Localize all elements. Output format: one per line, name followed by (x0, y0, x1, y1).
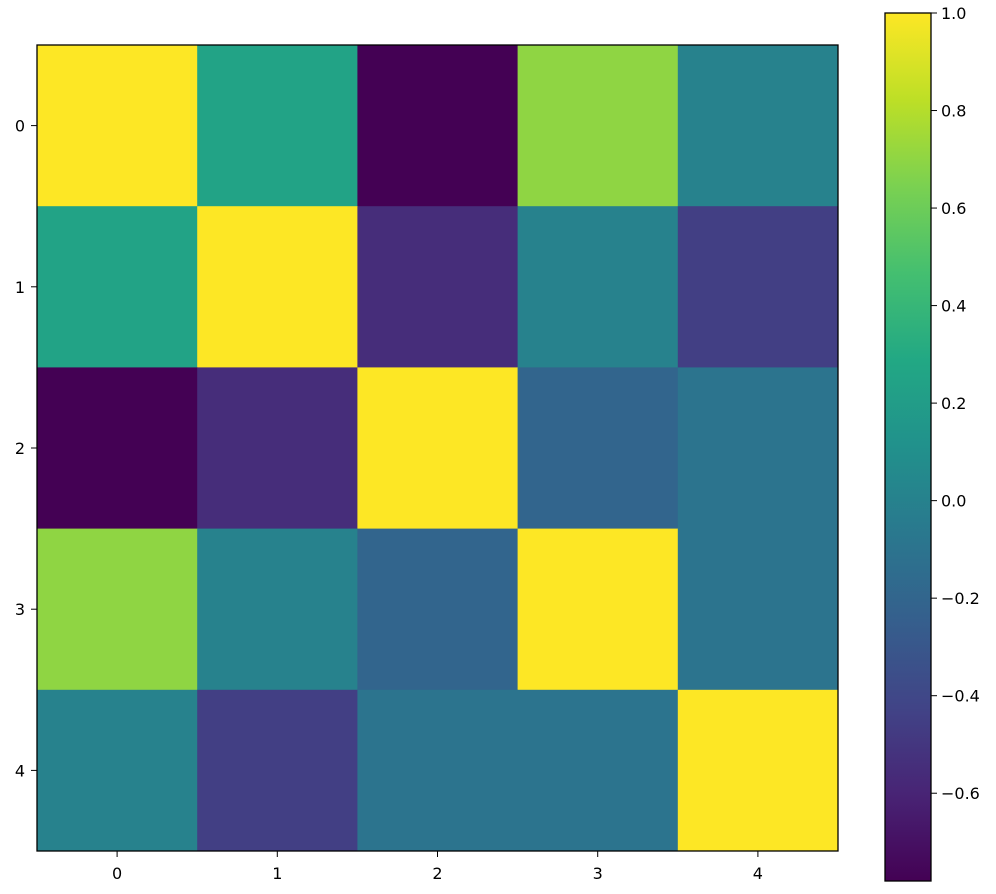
y-tick-label: 1 (15, 278, 25, 297)
heatmap-cell-1-1 (197, 206, 358, 368)
heatmap-cell-3-0 (37, 528, 198, 691)
y-tick-label: 2 (15, 439, 25, 458)
heatmap-cell-0-1 (197, 45, 358, 207)
heatmap-cells (37, 45, 839, 852)
heatmap-cell-1-3 (517, 206, 679, 368)
colorbar-tick-label: 1.0 (941, 4, 966, 23)
colorbar-tick-label: 0.8 (941, 102, 966, 121)
y-tick-label: 3 (15, 600, 25, 619)
heatmap-cell-4-1 (197, 689, 358, 852)
heatmap-cell-2-2 (357, 367, 519, 530)
heatmap-cell-2-4 (677, 367, 839, 530)
y-tick-label: 0 (15, 117, 25, 136)
heatmap-cell-2-3 (517, 367, 679, 530)
heatmap-cell-1-2 (357, 206, 519, 368)
heatmap-cell-4-3 (517, 689, 679, 852)
heatmap-cell-3-1 (197, 528, 358, 691)
colorbar-tick-label: 0.2 (941, 394, 966, 413)
heatmap-cell-3-4 (677, 528, 839, 691)
colorbar-tick-label: −0.6 (941, 784, 980, 803)
colorbar-tick-label: 0.4 (941, 297, 966, 316)
heatmap-cell-0-4 (677, 45, 839, 207)
heatmap-cell-1-0 (37, 206, 198, 368)
x-tick-label: 1 (272, 864, 282, 883)
x-tick-label: 2 (432, 864, 442, 883)
colorbar-tick-label: 0.6 (941, 199, 966, 218)
heatmap-cell-2-0 (37, 367, 198, 530)
x-tick-label: 4 (753, 864, 763, 883)
y-tick-label: 4 (15, 761, 25, 780)
heatmap-cell-3-3 (517, 528, 679, 691)
heatmap-cell-2-1 (197, 367, 358, 530)
heatmap-cell-0-3 (517, 45, 679, 207)
x-tick-label: 3 (593, 864, 603, 883)
x-tick-label: 0 (112, 864, 122, 883)
colorbar-tick-label: −0.4 (941, 687, 980, 706)
heatmap-cell-0-0 (37, 45, 198, 207)
colorbar-frame (884, 12, 932, 882)
heatmap-cell-0-2 (357, 45, 519, 207)
colorbar-gradient (885, 13, 931, 881)
heatmap-cell-4-0 (37, 689, 198, 852)
heatmap-cell-4-4 (677, 689, 839, 852)
heatmap-cell-4-2 (357, 689, 519, 852)
axes: 0 1 2 3 4 0 1 2 3 4 (15, 117, 763, 883)
colorbar-tick-label: 0.0 (941, 492, 966, 511)
heatmap-cell-1-4 (677, 206, 839, 368)
heatmap-cell-3-2 (357, 528, 519, 691)
colorbar: 1.0 0.8 0.6 0.4 0.2 0.0 −0.2 −0.4 −0.6 (884, 4, 980, 882)
colorbar-tick-label: −0.2 (941, 589, 980, 608)
